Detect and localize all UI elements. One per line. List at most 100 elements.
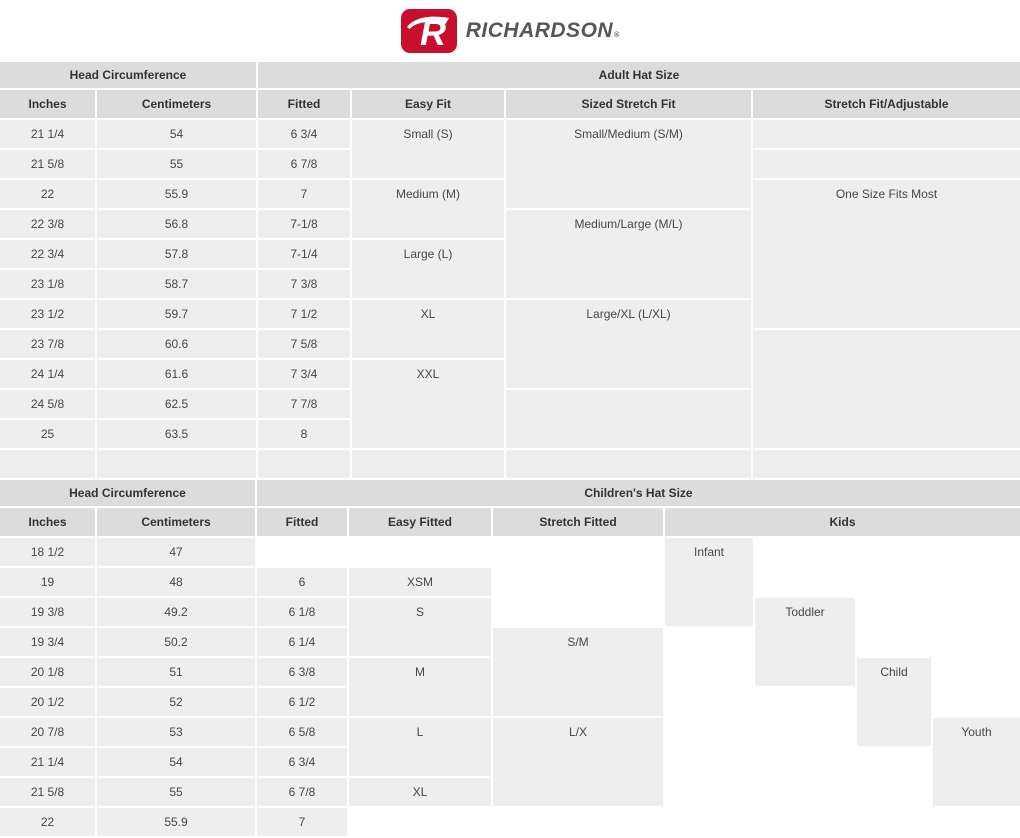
table-cell: 54 bbox=[97, 748, 255, 776]
table-cell: 25 bbox=[0, 420, 95, 448]
empty-table-cell bbox=[753, 450, 1020, 478]
table-cell: Large/XL (L/XL) bbox=[506, 300, 751, 388]
table-cell: 20 1/2 bbox=[0, 688, 95, 716]
table-cell: 57.8 bbox=[97, 240, 256, 268]
brand-header: R RICHARDSON ® bbox=[0, 0, 1020, 62]
table-cell: 6 bbox=[257, 568, 347, 596]
table-cell: 7 5/8 bbox=[258, 330, 350, 358]
empty-table-cell bbox=[506, 450, 751, 478]
table-cell: 21 1/4 bbox=[0, 748, 95, 776]
table-cell: Small/Medium (S/M) bbox=[506, 120, 751, 208]
table-cell: Infant bbox=[665, 538, 753, 626]
empty-table-cell bbox=[258, 450, 350, 478]
header-header-cell: Sized Stretch Fit bbox=[506, 90, 751, 118]
table-cell: 61.6 bbox=[97, 360, 256, 388]
table-cell: 56.8 bbox=[97, 210, 256, 238]
table-cell: 6 5/8 bbox=[257, 718, 347, 746]
registered-trademark-symbol: ® bbox=[614, 32, 620, 39]
empty-table-cell bbox=[506, 390, 751, 448]
table-cell: 21 5/8 bbox=[0, 778, 95, 806]
table-cell: 23 7/8 bbox=[0, 330, 95, 358]
table-cell: 63.5 bbox=[97, 420, 256, 448]
table-cell: L/X bbox=[493, 718, 663, 806]
header-header-cell: Inches bbox=[0, 90, 95, 118]
table-cell: XL bbox=[349, 778, 491, 806]
table-cell: 53 bbox=[97, 718, 255, 746]
table-cell: 7 3/4 bbox=[258, 360, 350, 388]
childrens-hat-size-table: Head Circumference Children's Hat Size Inc… bbox=[0, 480, 1020, 836]
empty-table-cell bbox=[0, 450, 95, 478]
table-cell: 6 3/4 bbox=[258, 120, 350, 148]
table-cell: 6 3/8 bbox=[257, 658, 347, 686]
table-cell: 50.2 bbox=[97, 628, 255, 656]
richardson-logo-icon: R bbox=[400, 9, 457, 53]
table-cell: Large (L) bbox=[352, 240, 504, 298]
empty-table-cell bbox=[97, 450, 256, 478]
adult-hat-size-table: Head Circumference Adult Hat Size Inches Ce… bbox=[0, 62, 1020, 478]
header-header-cell: Stretch Fit/Adjustable bbox=[753, 90, 1020, 118]
table-cell: 6 3/4 bbox=[257, 748, 347, 776]
table-cell: 47 bbox=[97, 538, 255, 566]
header-header-cell: Fitted bbox=[257, 508, 347, 536]
header-header-cell: Easy Fit bbox=[352, 90, 504, 118]
table-cell: Youth bbox=[933, 718, 1020, 806]
brand-wordmark: RICHARDSON ® bbox=[466, 19, 620, 43]
header-header-cell: Centimeters bbox=[97, 508, 255, 536]
table-cell: 23 1/2 bbox=[0, 300, 95, 328]
brand-wordmark-text: RICHARDSON bbox=[465, 19, 614, 42]
header-header-cell: Easy Fitted bbox=[349, 508, 491, 536]
table-cell: Child bbox=[857, 658, 931, 746]
header-header-cell: Kids bbox=[665, 508, 1020, 536]
table-cell: 22 3/4 bbox=[0, 240, 95, 268]
table-cell: 23 1/8 bbox=[0, 270, 95, 298]
table-cell: 49.2 bbox=[97, 598, 255, 626]
header-header-cell: Fitted bbox=[258, 90, 350, 118]
table-cell: 19 bbox=[0, 568, 95, 596]
table-cell: 62.5 bbox=[97, 390, 256, 418]
group-header-cell: Head Circumference bbox=[0, 480, 255, 506]
table-cell: 59.7 bbox=[97, 300, 256, 328]
empty-table-cell bbox=[352, 450, 504, 478]
table-cell: 21 5/8 bbox=[0, 150, 95, 178]
table-cell: 55.9 bbox=[97, 180, 256, 208]
table-cell: 21 1/4 bbox=[0, 120, 95, 148]
table-cell: 24 5/8 bbox=[0, 390, 95, 418]
logo-swoosh bbox=[406, 16, 449, 29]
table-cell: 8 bbox=[258, 420, 350, 448]
table-cell: M bbox=[349, 658, 491, 716]
empty-table-cell bbox=[753, 120, 1020, 148]
table-cell: Toddler bbox=[755, 598, 855, 686]
table-cell: 52 bbox=[97, 688, 255, 716]
table-cell: XXL bbox=[352, 360, 504, 448]
group-header-cell: Children's Hat Size bbox=[257, 480, 1020, 506]
empty-table-cell bbox=[753, 330, 1020, 448]
table-cell: S/M bbox=[493, 628, 663, 716]
table-cell: 54 bbox=[97, 120, 256, 148]
table-cell: 6 1/4 bbox=[257, 628, 347, 656]
header-header-cell: Centimeters bbox=[97, 90, 256, 118]
group-header-cell: Adult Hat Size bbox=[258, 62, 1020, 88]
table-cell: 20 7/8 bbox=[0, 718, 95, 746]
table-cell: Small (S) bbox=[352, 120, 504, 178]
table-cell: 19 3/4 bbox=[0, 628, 95, 656]
table-cell: 7-1/8 bbox=[258, 210, 350, 238]
table-cell: 55.9 bbox=[97, 808, 255, 836]
table-cell: XL bbox=[352, 300, 504, 358]
table-cell: 6 1/8 bbox=[257, 598, 347, 626]
table-cell: 7 3/8 bbox=[258, 270, 350, 298]
table-cell: 7 bbox=[257, 808, 347, 836]
table-cell: L bbox=[349, 718, 491, 776]
table-cell: 7 7/8 bbox=[258, 390, 350, 418]
header-header-cell: Inches bbox=[0, 508, 95, 536]
table-cell: 55 bbox=[97, 778, 255, 806]
table-cell: 7-1/4 bbox=[258, 240, 350, 268]
table-cell: S bbox=[349, 598, 491, 656]
table-cell: 7 1/2 bbox=[258, 300, 350, 328]
table-cell: 22 bbox=[0, 180, 95, 208]
table-cell: Medium (M) bbox=[352, 180, 504, 238]
table-cell: One Size Fits Most bbox=[753, 180, 1020, 328]
group-header-cell: Head Circumference bbox=[0, 62, 256, 88]
table-cell: 7 bbox=[258, 180, 350, 208]
table-cell: 48 bbox=[97, 568, 255, 596]
table-cell: 22 bbox=[0, 808, 95, 836]
